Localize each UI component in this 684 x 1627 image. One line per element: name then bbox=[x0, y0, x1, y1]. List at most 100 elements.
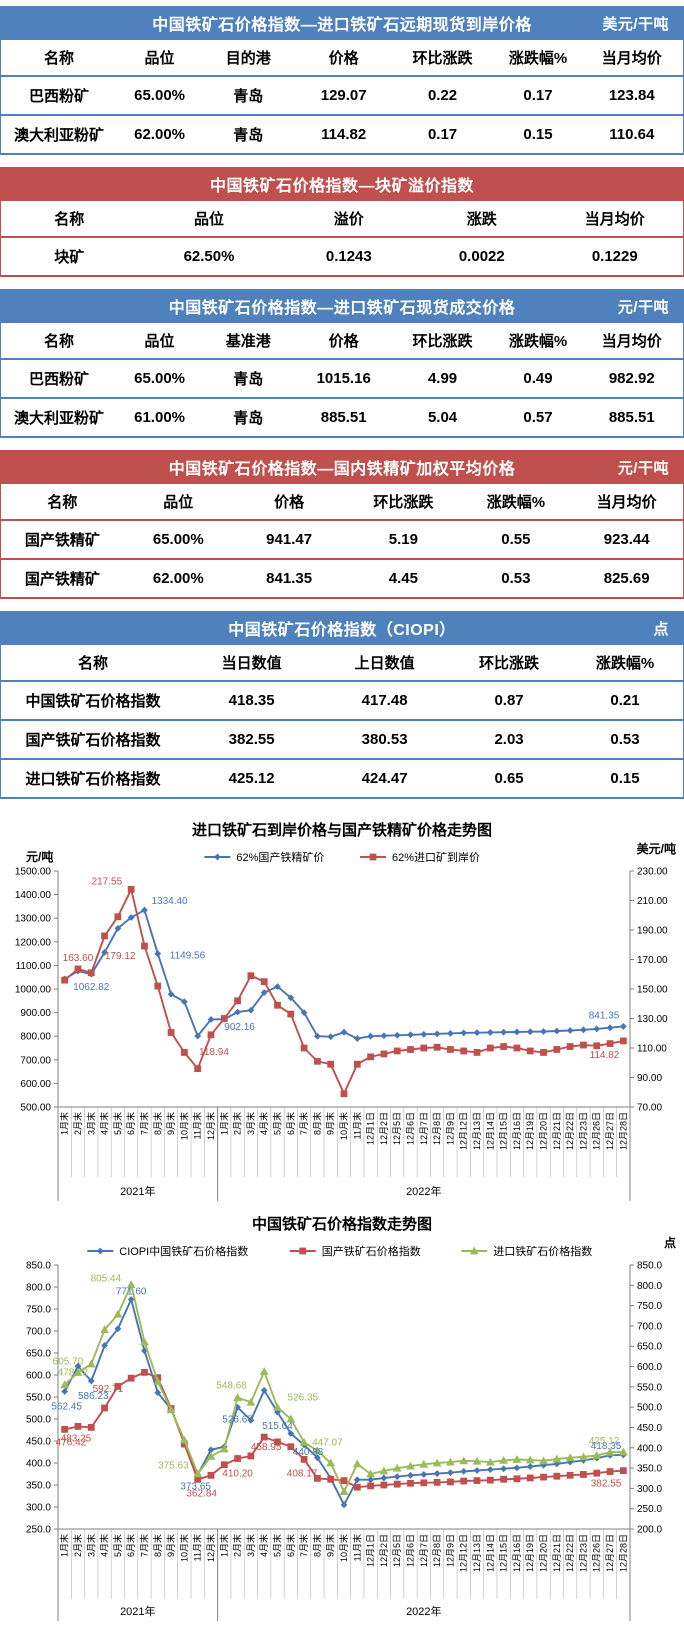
table-cell: 青岛 bbox=[233, 371, 264, 388]
square-marker bbox=[353, 1060, 361, 1068]
x-tick-label: 12月8日 bbox=[432, 1112, 442, 1145]
data-point-label: 805.44 bbox=[91, 1274, 122, 1285]
x-tick-label: 3月末 bbox=[85, 1534, 96, 1557]
legend-label: 进口铁矿石价格指数 bbox=[493, 1244, 592, 1258]
square-marker bbox=[580, 1471, 587, 1478]
square-marker bbox=[101, 932, 108, 940]
table-body: 名称 当日数值 上日数值 环比涨跌 涨跌幅% 中国铁矿石价格指数 418.35 417.48 0… bbox=[1, 645, 683, 797]
table-cell: 380.53 bbox=[361, 731, 408, 748]
x-tick-label: 11月末 bbox=[351, 1534, 362, 1561]
data-point-label: 526.35 bbox=[287, 1392, 318, 1403]
x-tick-label: 12月9日 bbox=[445, 1112, 455, 1145]
triangle-marker bbox=[605, 1447, 615, 1456]
data-point-label: 771.60 bbox=[116, 1286, 147, 1297]
right-tick-label: 600.0 bbox=[637, 1362, 662, 1373]
data-point-label: 1334.40 bbox=[151, 896, 188, 907]
right-axis-unit: 点 bbox=[664, 1235, 676, 1250]
table-cell: 巴西粉矿 bbox=[28, 371, 89, 388]
square-marker bbox=[154, 982, 162, 990]
square-marker bbox=[141, 942, 148, 950]
table-title: 中国铁矿石价格指数—进口铁矿石远期现货到岸价格 bbox=[152, 17, 532, 34]
legend-label: 62%国产铁精矿价 bbox=[236, 850, 324, 864]
square-marker bbox=[274, 1438, 281, 1446]
legend-label: CIOPI中国铁矿石价格指数 bbox=[119, 1244, 248, 1258]
table-header-cell: 环比涨跌 bbox=[479, 655, 540, 672]
x-tick-label: 12月16日 bbox=[512, 1534, 522, 1572]
x-tick-label: 12月8日 bbox=[432, 1534, 442, 1567]
triangle-marker bbox=[592, 1451, 602, 1459]
triangle-marker bbox=[406, 1461, 415, 1470]
square-marker bbox=[540, 1049, 547, 1056]
x-tick-label: 4月末 bbox=[258, 1534, 269, 1557]
x-tick-label: 12月21日 bbox=[552, 1112, 562, 1150]
diamond-marker bbox=[486, 1466, 494, 1473]
square-marker bbox=[380, 1481, 388, 1489]
square-marker bbox=[260, 1433, 268, 1441]
square-marker bbox=[407, 1479, 414, 1487]
square-marker bbox=[127, 885, 135, 893]
data-point-label: 375.63 bbox=[158, 1461, 189, 1472]
square-marker bbox=[593, 1042, 601, 1050]
x-tick-label: 10月末 bbox=[338, 1112, 349, 1140]
square-marker bbox=[553, 1046, 561, 1053]
x-tick-label: 12月9日 bbox=[445, 1534, 455, 1567]
x-tick-label: 6月末 bbox=[125, 1534, 136, 1557]
table-header-cell: 上日数值 bbox=[354, 655, 415, 672]
table-header-cell: 名称 bbox=[47, 494, 78, 511]
table-header-cell: 涨跌 bbox=[466, 211, 497, 228]
diamond-marker bbox=[393, 1473, 401, 1481]
left-axis-unit: 元/吨 bbox=[26, 849, 53, 864]
x-tick-label: 12月13日 bbox=[472, 1112, 482, 1150]
table-cell: 65.00% bbox=[134, 87, 185, 104]
data-point-label: 458.95 bbox=[251, 1442, 282, 1453]
square-marker bbox=[340, 1090, 348, 1098]
table-cell: 4.45 bbox=[388, 570, 418, 587]
square-marker bbox=[473, 1049, 481, 1056]
diamond-marker bbox=[500, 1028, 508, 1036]
right-tick-label: 350.0 bbox=[637, 1464, 662, 1475]
table-cell: 进口铁矿石价格指数 bbox=[25, 771, 161, 788]
table-row: 巴西粉矿 65.00% 青岛 1015.16 4.99 0.49 982.92 bbox=[1, 358, 683, 397]
square-marker bbox=[247, 972, 255, 980]
table-header-cell: 名称 bbox=[43, 333, 74, 350]
table-cell: 425.12 bbox=[228, 770, 275, 787]
left-tick-label: 1300.00 bbox=[15, 914, 52, 925]
x-tick-label: 12月2日 bbox=[379, 1534, 389, 1567]
table-cell: 国产铁矿石价格指数 bbox=[25, 732, 161, 749]
data-point-label: 410.20 bbox=[222, 1469, 253, 1480]
square-marker bbox=[247, 1452, 255, 1460]
diamond-marker bbox=[353, 1476, 361, 1484]
table-row: 块矿 62.50% 0.1243 0.0022 0.1229 bbox=[1, 236, 683, 275]
square-marker bbox=[433, 1478, 441, 1486]
chart-title: 进口铁矿石到岸价格与国产铁精矿价格走势图 bbox=[192, 821, 492, 839]
triangle-marker bbox=[392, 1463, 402, 1472]
diamond-marker bbox=[593, 1025, 601, 1033]
left-tick-label: 600.0 bbox=[26, 1371, 51, 1382]
square-marker bbox=[460, 1047, 468, 1055]
diamond-marker bbox=[473, 1029, 481, 1037]
diamond-marker bbox=[540, 1028, 547, 1035]
diamond-marker bbox=[380, 1474, 388, 1482]
table-header-row: 名称 当日数值 上日数值 环比涨跌 涨跌幅% bbox=[1, 645, 683, 680]
table-cell: 青岛 bbox=[233, 410, 264, 427]
table-header-cell: 品位 bbox=[193, 211, 224, 228]
x-tick-label: 2月末 bbox=[232, 1112, 243, 1135]
square-marker bbox=[606, 1040, 614, 1047]
table-title: 中国铁矿石价格指数（CIOPI） bbox=[228, 622, 456, 639]
charts-area: 进口铁矿石到岸价格与国产铁精矿价格走势图 元/吨 美元/吨 62%国产铁精矿价 62%进… bbox=[0, 811, 684, 1627]
square-marker bbox=[300, 1044, 308, 1052]
right-tick-label: 250.0 bbox=[637, 1504, 662, 1515]
left-tick-label: 800.0 bbox=[26, 1283, 51, 1294]
triangle-marker bbox=[539, 1456, 548, 1465]
table-cell: 中国铁矿石价格指数 bbox=[25, 693, 161, 710]
triangle-marker bbox=[446, 1457, 455, 1466]
table-lump-premium-index: 中国铁矿石价格指数—块矿溢价指数 名称 品位 溢价 涨跌 当月均价 块矿 62.50% 0.1… bbox=[0, 167, 684, 277]
triangle-marker bbox=[86, 1359, 96, 1368]
square-marker bbox=[420, 1479, 428, 1487]
diamond-marker bbox=[460, 1029, 468, 1037]
table-cell: 5.19 bbox=[388, 531, 418, 548]
square-marker bbox=[500, 1475, 508, 1483]
table-title: 中国铁矿石价格指数—块矿溢价指数 bbox=[209, 178, 474, 195]
table-body: 名称 品位 价格 环比涨跌 涨跌幅% 当月均价 国产铁精矿 65.00% 941.47 5.19 0… bbox=[1, 484, 683, 597]
triangle-marker bbox=[233, 1393, 242, 1401]
